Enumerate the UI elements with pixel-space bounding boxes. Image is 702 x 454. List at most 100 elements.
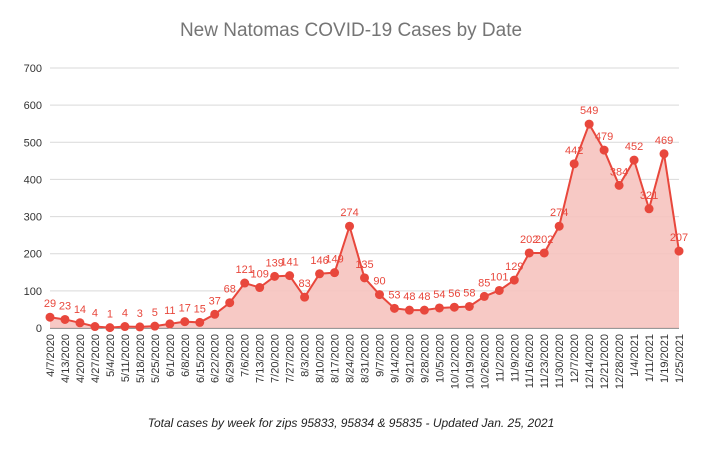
x-tick-label: 6/22/2020 — [210, 334, 222, 383]
x-tick-label: 6/1/2020 — [165, 334, 177, 377]
data-label: 202 — [535, 234, 553, 246]
data-label: 11 — [164, 305, 175, 317]
data-point — [494, 285, 504, 295]
data-label: 1 — [107, 309, 113, 321]
data-label: 17 — [179, 303, 191, 315]
data-point — [674, 246, 684, 256]
x-tick-label: 7/27/2020 — [285, 334, 297, 383]
x-tick-label: 4/7/2020 — [45, 334, 57, 377]
x-tick-label: 9/21/2020 — [404, 334, 416, 383]
data-label: 442 — [565, 145, 583, 157]
x-tick-label: 8/3/2020 — [300, 334, 312, 377]
y-tick-label: 700 — [24, 63, 42, 75]
x-tick-label: 8/31/2020 — [360, 334, 372, 383]
data-point — [285, 271, 295, 281]
data-label: 549 — [580, 105, 598, 117]
data-label: 68 — [224, 284, 236, 296]
data-label: 90 — [373, 276, 385, 288]
data-point — [180, 317, 190, 327]
y-tick-label: 0 — [36, 323, 42, 335]
data-label: 54 — [433, 289, 445, 301]
x-tick-label: 9/14/2020 — [389, 334, 401, 383]
x-tick-label: 7/20/2020 — [270, 334, 282, 383]
x-tick-label: 7/6/2020 — [240, 334, 252, 377]
data-point — [210, 309, 220, 319]
x-tick-label: 8/17/2020 — [330, 334, 342, 383]
data-point — [75, 318, 85, 328]
y-tick-label: 100 — [24, 286, 42, 298]
data-label: 3 — [137, 308, 143, 320]
data-label: 83 — [298, 278, 310, 290]
x-tick-label: 5/11/2020 — [120, 334, 132, 382]
data-label: 384 — [610, 166, 628, 178]
data-point — [644, 204, 654, 214]
data-label: 469 — [655, 135, 673, 147]
data-point — [330, 268, 340, 278]
data-label: 37 — [209, 295, 221, 307]
x-tick-label: 10/12/2020 — [449, 334, 461, 389]
x-tick-label: 9/28/2020 — [419, 334, 431, 383]
data-label: 135 — [355, 259, 373, 271]
x-tick-label: 11/16/2020 — [524, 334, 536, 388]
data-point — [524, 248, 534, 258]
data-point — [449, 302, 459, 312]
data-label: 58 — [463, 287, 475, 299]
x-tick-label: 12/14/2020 — [584, 334, 596, 389]
x-tick-label: 10/5/2020 — [434, 334, 446, 383]
chart-title: New Natomas COVID-19 Cases by Date — [179, 20, 523, 41]
x-tick-label: 11/30/2020 — [554, 334, 566, 388]
data-point — [300, 292, 310, 302]
x-tick-label: 1/4/2021 — [629, 334, 641, 377]
data-label: 141 — [280, 257, 298, 269]
data-label: 4 — [92, 308, 98, 320]
data-point — [165, 319, 175, 329]
data-point — [225, 298, 235, 308]
data-point — [599, 145, 609, 155]
x-tick-label: 12/7/2020 — [569, 334, 581, 383]
data-label: 207 — [670, 232, 688, 244]
x-tick-label: 4/13/2020 — [60, 334, 72, 383]
data-point — [345, 221, 355, 231]
x-tick-label: 7/13/2020 — [255, 334, 267, 383]
data-label: 23 — [59, 300, 71, 312]
y-tick-label: 600 — [24, 100, 42, 112]
data-point — [419, 305, 429, 315]
x-tick-label: 5/25/2020 — [150, 334, 162, 383]
x-tick-label: 8/10/2020 — [315, 334, 327, 383]
x-tick-label: 6/15/2020 — [195, 334, 207, 383]
data-point — [479, 291, 489, 301]
data-label: 48 — [418, 291, 430, 303]
x-tick-label: 4/27/2020 — [90, 334, 102, 383]
y-tick-label: 300 — [24, 212, 42, 224]
data-point — [389, 303, 399, 313]
x-tick-label: 1/25/2021 — [674, 334, 686, 383]
data-label: 452 — [625, 141, 643, 153]
data-label: 479 — [595, 131, 613, 143]
data-point — [539, 248, 549, 258]
y-tick-label: 500 — [24, 137, 42, 149]
data-point — [270, 271, 280, 281]
data-point — [374, 290, 384, 300]
chart-caption: Total cases by week for zips 95833, 9583… — [147, 416, 555, 430]
x-tick-label: 11/23/2020 — [539, 334, 551, 388]
y-tick-label: 200 — [24, 249, 42, 261]
data-point — [135, 322, 145, 332]
x-tick-label: 11/9/2020 — [509, 334, 521, 382]
x-tick-label: 1/19/2021 — [659, 334, 671, 383]
y-tick-label: 400 — [24, 174, 42, 186]
series-area — [50, 124, 679, 328]
data-label: 48 — [403, 291, 415, 303]
data-label: 274 — [340, 207, 358, 219]
data-label: 129 — [505, 261, 523, 273]
data-label: 202 — [520, 234, 538, 246]
data-point — [434, 303, 444, 313]
data-label: 321 — [640, 190, 658, 202]
data-label: 101 — [490, 271, 508, 283]
data-point — [150, 321, 160, 331]
data-label: 29 — [44, 298, 56, 310]
data-point — [315, 269, 325, 279]
data-point — [569, 159, 579, 169]
data-point — [120, 322, 130, 332]
data-point — [509, 275, 519, 285]
